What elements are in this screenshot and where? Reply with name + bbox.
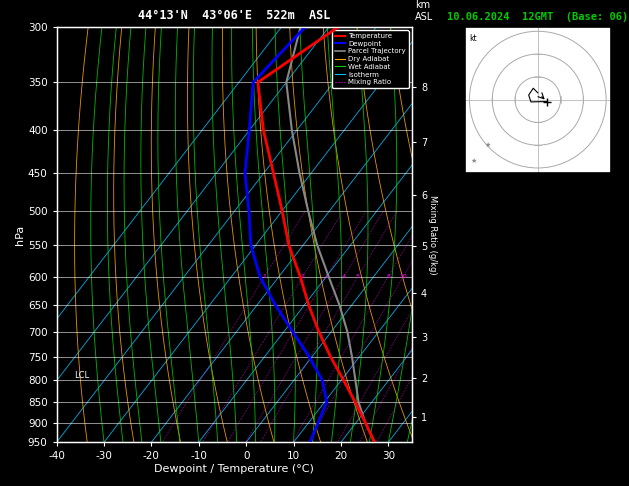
- Text: 778: 778: [605, 349, 621, 359]
- Text: 5: 5: [356, 274, 360, 279]
- Text: Temp (°C): Temp (°C): [457, 234, 504, 243]
- Text: km
ASL: km ASL: [415, 0, 433, 22]
- Text: Most Unstable: Most Unstable: [504, 303, 572, 312]
- Text: 778: 778: [605, 277, 621, 286]
- Text: 32: 32: [610, 178, 621, 188]
- Text: 4: 4: [615, 421, 621, 431]
- Text: 954: 954: [605, 314, 621, 323]
- Legend: Temperature, Dewpoint, Parcel Trajectory, Dry Adiabat, Wet Adiabat, Isotherm, Mi: Temperature, Dewpoint, Parcel Trajectory…: [332, 30, 408, 88]
- Text: Lifted Index: Lifted Index: [457, 338, 520, 347]
- Text: 48: 48: [610, 192, 621, 201]
- Text: Totals Totals: Totals Totals: [457, 192, 525, 201]
- Text: CAPE (J): CAPE (J): [457, 349, 499, 359]
- Text: 334: 334: [605, 256, 621, 264]
- Text: -3: -3: [610, 338, 621, 347]
- Text: StmDir: StmDir: [457, 410, 488, 419]
- Text: 102°: 102°: [599, 410, 621, 419]
- Text: -3: -3: [610, 266, 621, 275]
- Text: 44°13'N  43°06'E  522m  ASL: 44°13'N 43°06'E 522m ASL: [138, 9, 330, 22]
- Text: kt: kt: [469, 34, 477, 43]
- Text: 4: 4: [342, 274, 346, 279]
- Text: 0: 0: [615, 288, 621, 297]
- Text: 2.14: 2.14: [599, 206, 621, 215]
- Text: CIN (J): CIN (J): [457, 361, 494, 370]
- Text: LCL: LCL: [74, 371, 89, 380]
- Text: EH: EH: [457, 388, 467, 397]
- Text: θᵉ(K): θᵉ(K): [457, 256, 483, 264]
- Text: K: K: [457, 178, 462, 188]
- Text: Pressure (mb): Pressure (mb): [457, 314, 525, 323]
- Text: Lifted Index: Lifted Index: [457, 266, 520, 275]
- Text: 4: 4: [615, 399, 621, 408]
- Text: StmSpd (kt): StmSpd (kt): [457, 421, 515, 431]
- Text: 8: 8: [386, 274, 390, 279]
- Text: 13.5: 13.5: [599, 245, 621, 254]
- Text: 0: 0: [615, 361, 621, 370]
- Text: SREH: SREH: [457, 399, 478, 408]
- Text: 2: 2: [301, 274, 305, 279]
- X-axis label: Dewpoint / Temperature (°C): Dewpoint / Temperature (°C): [154, 464, 314, 474]
- Y-axis label: hPa: hPa: [15, 225, 25, 244]
- Text: 4: 4: [615, 388, 621, 397]
- Text: 10: 10: [399, 274, 407, 279]
- Text: 334: 334: [605, 326, 621, 335]
- Text: 1: 1: [262, 274, 266, 279]
- Text: CAPE (J): CAPE (J): [457, 277, 499, 286]
- Text: Dewp (°C): Dewp (°C): [457, 245, 504, 254]
- Text: 10.06.2024  12GMT  (Base: 06): 10.06.2024 12GMT (Base: 06): [447, 12, 628, 22]
- Text: θᵉ (K): θᵉ (K): [457, 326, 488, 335]
- Text: 3: 3: [325, 274, 328, 279]
- Text: Mixing Ratio (g/kg): Mixing Ratio (g/kg): [428, 195, 437, 274]
- Text: © weatheronline.co.uk: © weatheronline.co.uk: [489, 472, 586, 481]
- Text: CIN (J): CIN (J): [457, 288, 494, 297]
- Text: Surface: Surface: [520, 223, 556, 232]
- Text: PW (cm): PW (cm): [457, 206, 494, 215]
- Text: ★: ★: [484, 142, 491, 148]
- Text: 27.1: 27.1: [599, 234, 621, 243]
- Text: Hodograph: Hodograph: [514, 377, 562, 386]
- Text: ★: ★: [471, 158, 477, 164]
